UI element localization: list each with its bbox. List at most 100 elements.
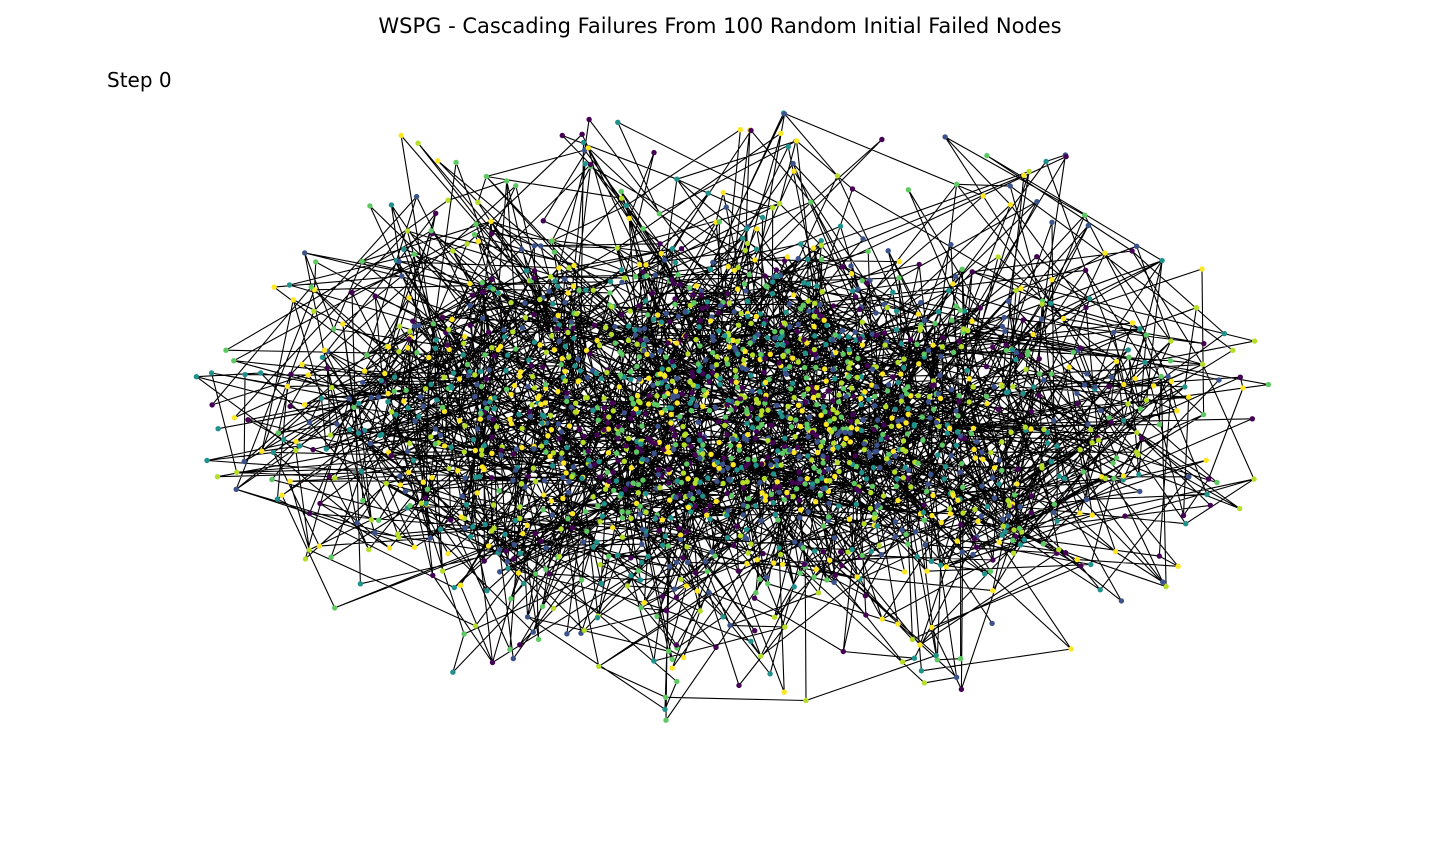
graph-node — [603, 324, 609, 330]
graph-node — [1137, 488, 1143, 495]
graph-node — [519, 444, 525, 451]
graph-node — [781, 689, 787, 695]
graph-node — [414, 349, 420, 356]
graph-node — [931, 406, 937, 412]
graph-node — [893, 483, 899, 490]
graph-node — [722, 414, 729, 420]
graph-node — [915, 393, 921, 399]
graph-node — [925, 481, 931, 487]
graph-node — [715, 419, 722, 425]
graph-node — [943, 564, 949, 570]
graph-node — [853, 501, 860, 507]
graph-node — [604, 419, 611, 426]
graph-node — [695, 383, 701, 390]
graph-node — [753, 313, 760, 320]
graph-node — [720, 480, 726, 487]
graph-node — [856, 488, 863, 494]
graph-node — [744, 409, 750, 415]
graph-node — [861, 447, 867, 453]
graph-node — [1122, 513, 1128, 519]
graph-node — [746, 495, 752, 502]
graph-node — [385, 344, 392, 350]
graph-node — [692, 503, 698, 509]
graph-node — [498, 452, 504, 458]
graph-node — [1034, 254, 1040, 260]
graph-node — [612, 340, 618, 346]
graph-node — [548, 412, 554, 419]
graph-node — [456, 376, 463, 382]
graph-node — [630, 410, 636, 416]
graph-node — [830, 337, 836, 343]
graph-node — [517, 642, 523, 648]
graph-node — [872, 393, 878, 400]
graph-node — [279, 492, 285, 498]
graph-node — [815, 392, 821, 399]
graph-node — [511, 382, 518, 389]
graph-node — [733, 379, 739, 385]
graph-node — [846, 459, 853, 466]
graph-node — [349, 289, 355, 296]
graph-node — [954, 538, 960, 544]
graph-node — [549, 512, 555, 518]
graph-node — [818, 242, 824, 248]
graph-node — [560, 474, 566, 481]
graph-node — [782, 370, 788, 377]
graph-node — [511, 556, 517, 562]
graph-node — [953, 181, 960, 187]
graph-node — [934, 657, 940, 663]
graph-node — [637, 337, 644, 343]
graph-node — [453, 159, 459, 166]
graph-node — [628, 465, 635, 471]
graph-node — [688, 443, 694, 449]
graph-node — [724, 402, 730, 408]
graph-node — [973, 544, 980, 550]
graph-node — [529, 402, 535, 408]
graph-node — [667, 497, 673, 503]
graph-node — [638, 441, 644, 447]
graph-node — [467, 322, 473, 329]
graph-node — [706, 407, 713, 414]
graph-node — [791, 449, 797, 456]
graph-node — [372, 293, 378, 299]
graph-node — [396, 258, 402, 265]
graph-node — [1074, 390, 1080, 397]
graph-node — [949, 317, 955, 323]
graph-node — [684, 544, 690, 550]
graph-node — [323, 446, 329, 452]
graph-node — [1129, 248, 1135, 254]
graph-node — [674, 176, 680, 182]
graph-node — [398, 132, 404, 139]
graph-node — [765, 454, 771, 460]
graph-node — [712, 404, 719, 411]
graph-node — [531, 339, 538, 345]
graph-node — [302, 250, 308, 256]
graph-node — [459, 493, 465, 499]
graph-node — [950, 281, 956, 287]
graph-node — [281, 437, 287, 443]
graph-node — [929, 512, 935, 519]
graph-node — [1098, 407, 1104, 414]
graph-node — [293, 438, 299, 445]
graph-node — [780, 342, 786, 348]
graph-node — [293, 447, 299, 454]
graph-node — [473, 474, 479, 480]
graph-node — [662, 257, 668, 263]
graph-node — [683, 583, 690, 589]
graph-node — [705, 373, 711, 380]
graph-node — [792, 433, 798, 440]
graph-node — [806, 308, 812, 314]
graph-node — [915, 460, 921, 466]
graph-node — [798, 507, 804, 513]
graph-node — [846, 346, 852, 353]
graph-node — [882, 342, 888, 348]
graph-node — [474, 490, 480, 496]
graph-node — [680, 470, 687, 476]
graph-node — [434, 397, 440, 403]
graph-node — [643, 532, 649, 538]
graph-node — [1014, 481, 1020, 487]
graph-node — [204, 457, 210, 464]
graph-node — [605, 450, 612, 456]
graph-node — [894, 476, 900, 482]
graph-node — [735, 351, 741, 357]
graph-node — [905, 187, 912, 193]
